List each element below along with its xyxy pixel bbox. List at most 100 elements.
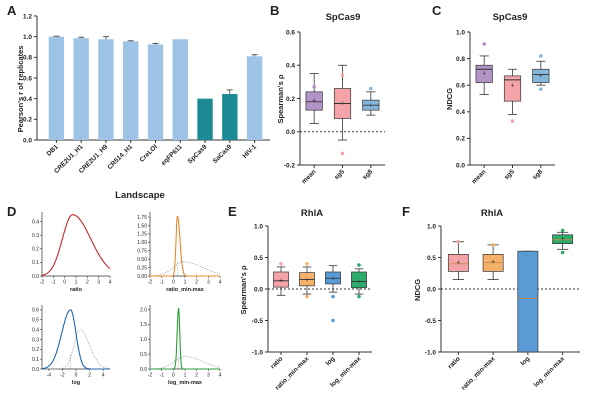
density-log-min-max-reference-curve [149, 356, 221, 370]
box-ratio [447, 254, 469, 272]
panel-c-y-tick-label: 0.0 [456, 162, 465, 169]
density-ratio-min-max-y-tick-label: 1.50 [137, 223, 147, 229]
outlier-ratio-min-max [491, 243, 495, 247]
panel-a-bar-chart: 0.00.20.40.60.81.01.2DB1CRE2U1_H1CRE2U1_… [23, 13, 270, 175]
density-log-min-max-x-tick-label: -1 [159, 373, 164, 379]
x-label-sg5: sg5 [503, 168, 516, 181]
density-ratio-y-tick-label: 0.4 [32, 219, 39, 225]
density-ratio-min-max-x-tick-label: -1 [159, 280, 164, 286]
outlier-ratio-min-max [305, 294, 309, 299]
density-ratio-min-max-y-tick-label: 1.25 [137, 232, 147, 238]
density-log-min-max-x-tick-label: 1 [184, 373, 187, 379]
panel-e-title: RhlA [301, 208, 323, 219]
outlier-log-min-max [560, 250, 565, 255]
panel-b-box-plot: -0.2 0.0 0.2 0.4 0.6 + mean + sg5 + sg8 [284, 29, 385, 185]
box-ratio [273, 271, 289, 288]
bar-cre2u1-h1 [73, 38, 89, 140]
box-sg8 [532, 68, 550, 83]
outlier-sg5 [340, 151, 345, 156]
outlier-mean [482, 42, 486, 46]
x-label-hiv-1: HIV-1 [242, 143, 259, 160]
panel-f-title: RhlA [481, 208, 503, 219]
x-label-cr514-h1: CR514_H1 [106, 143, 134, 171]
mean-marker-ratio-min-max: + [491, 259, 495, 266]
panel-label-e: E [228, 204, 237, 219]
panel-c-ylabel: NDCG [445, 88, 454, 110]
density-log-min-max-y-tick-label: 1.5 [140, 322, 147, 328]
density-log-y-tick-label: 0.1 [32, 357, 39, 363]
density-ratio-x-tick-label: 0 [63, 280, 66, 286]
density-log-min-max-curve [150, 307, 220, 370]
panel-b-y-tick-label: 0.2 [286, 96, 295, 103]
mean-marker-sg5: + [510, 82, 514, 89]
panel-a-y-tick-label: 0.0 [23, 137, 32, 144]
bar-spcas9 [197, 98, 213, 140]
bar-cr514-h1 [123, 41, 139, 140]
x-label-eqfp611: eqFP611 [160, 143, 184, 167]
panel-e-y-tick-label: 1.0 [254, 223, 263, 230]
panel-e-ylabel: Spearman's ρ [239, 265, 248, 314]
density-log-x-tick-label: 2 [88, 373, 91, 379]
mean-marker-sg8: + [369, 102, 373, 109]
x-label-sg8: sg8 [531, 168, 544, 181]
density-ratio-min-max-x-tick-label: 0 [172, 280, 175, 286]
density-log-reference-curve [42, 329, 110, 370]
panel-b-ylabel: Spearman's ρ [276, 74, 285, 123]
panel-c-y-tick-label: 0.6 [456, 83, 465, 90]
density-ratio-x-tick-label: 3 [97, 280, 100, 286]
density-ratio-min-max-y-tick-label: 0.50 [137, 257, 147, 263]
panel-f-y-tick-label: 0.5 [427, 255, 436, 262]
panel-c-y-tick-label: 0.8 [456, 56, 465, 63]
density-ratio-min-max-y-tick-label: 1.00 [137, 240, 147, 246]
panel-f-y-tick-label: -1.0 [425, 349, 437, 356]
x-label-log: log [325, 355, 337, 367]
density-ratio-x-tick-label: 4 [109, 280, 112, 286]
density-ratio-y-tick-label: 0.0 [32, 274, 39, 280]
mean-marker-mean: + [312, 97, 316, 104]
density-ratio-min-max-y-tick-label: 0.25 [137, 265, 147, 271]
density-log-y-tick-label: 0.6 [32, 308, 39, 314]
density-log-min-max-y-tick-label: 0.0 [140, 367, 147, 373]
panel-b-y-tick-label: 0.6 [286, 29, 295, 36]
panel-c-y-tick-label: 0.2 [456, 136, 465, 143]
bar-eqfp611 [172, 39, 188, 140]
outlier-ratio-min-max [305, 262, 309, 266]
panel-e-y-tick-label: -0.5 [252, 318, 264, 325]
box-mean [305, 91, 323, 111]
outlier-sg5 [340, 73, 345, 78]
density-log-min-max-x-tick-label: 2 [195, 373, 198, 379]
x-label-log: log [519, 355, 531, 367]
density-ratio-min-max-curve [150, 215, 220, 277]
x-label-log-min-max: log_min-max [533, 355, 567, 389]
density-log-curve [41, 309, 110, 370]
outlier-log-min-max [357, 263, 361, 267]
density-ratio-min-max-x-tick-label: 1 [184, 280, 187, 286]
panel-a-y-tick-label: 0.6 [23, 75, 32, 82]
panel-label-b: B [270, 3, 279, 18]
panel-c-y-tick-label: 1.0 [456, 29, 465, 36]
x-label-sg8: sg8 [361, 168, 374, 181]
box-sg5 [503, 75, 522, 102]
outlier-log [331, 318, 335, 323]
panel-f-y-tick-label: 0.0 [427, 286, 436, 293]
x-label-spcas9: SpCas9 [187, 143, 209, 165]
outlier-sg8 [539, 87, 543, 91]
panel-a-ylabel: Pearson's r of replicates [16, 46, 25, 133]
x-label-sg5: sg5 [333, 168, 346, 181]
bar-db1 [48, 36, 65, 140]
outlier-mean [312, 85, 316, 89]
panel-e-box-plot: -1.0-0.50.00.51.0+ratio+ratio_min-max+lo… [252, 223, 372, 392]
panel-c-box-plot: 0.0 0.2 0.4 0.6 0.8 1.0 + mean + sg5 + sg8 [456, 29, 555, 185]
density-log-min-max-x-tick-label: -2 [148, 373, 153, 379]
panel-e-y-tick-label: 0.5 [254, 255, 263, 262]
panel-a-y-tick-label: 1.2 [23, 13, 32, 20]
outlier-log [331, 294, 335, 299]
density-log-x-tick-label: -2 [60, 373, 65, 379]
panel-c-y-tick-label: 0.4 [456, 109, 465, 116]
panel-f-y-tick-label: 1.0 [427, 223, 436, 230]
panel-e-y-tick-label: -1.0 [252, 349, 264, 356]
outlier-ratio [279, 262, 283, 266]
outlier-log-min-max [560, 228, 565, 233]
density-ratio-min-max-x-tick-label: 3 [207, 280, 210, 286]
density-log-y-tick-label: 0.0 [32, 367, 39, 373]
